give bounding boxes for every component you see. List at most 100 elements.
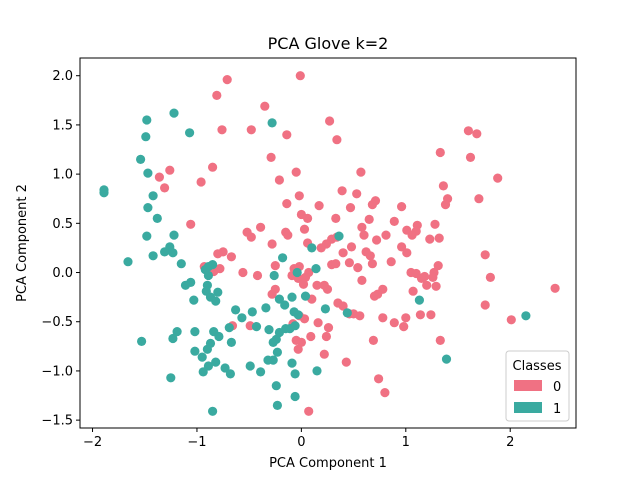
point-class-1-86	[287, 358, 297, 368]
y-tick-label: 2.0	[52, 69, 73, 84]
x-axis-ticks: −2 −1 0 1 2	[83, 428, 514, 450]
point-class-0-23	[438, 181, 448, 191]
y-axis-label: PCA Component 2	[15, 184, 30, 302]
point-class-1-81	[208, 406, 218, 416]
point-class-0-26	[294, 191, 304, 201]
point-class-0-56	[381, 230, 391, 240]
point-class-1-56	[264, 325, 274, 335]
point-class-1-75	[172, 327, 182, 337]
point-class-0-63	[213, 249, 223, 259]
point-class-1-90	[521, 311, 531, 321]
point-class-1-26	[180, 280, 191, 290]
point-class-1-13	[169, 230, 179, 240]
point-class-0-22	[160, 183, 170, 193]
point-class-0-18	[493, 173, 503, 183]
point-class-0-21	[274, 175, 284, 185]
point-class-0-40	[364, 214, 374, 224]
point-class-1-66	[269, 270, 279, 281]
point-class-1-60	[290, 321, 300, 331]
point-class-0-47	[430, 219, 440, 229]
point-class-0-68	[338, 248, 348, 258]
point-class-0-79	[270, 261, 280, 271]
point-class-0-55	[372, 235, 382, 245]
point-class-0-101	[357, 275, 367, 285]
point-class-0-136	[321, 331, 331, 342]
point-class-1-45	[211, 357, 221, 367]
point-class-0-50	[283, 230, 293, 240]
point-class-1-71	[311, 264, 321, 274]
point-class-0-70	[365, 251, 375, 261]
point-class-0-130	[323, 323, 334, 333]
point-class-1-36	[251, 322, 262, 332]
point-class-0-99	[298, 279, 309, 289]
point-class-0-14	[165, 165, 175, 175]
point-class-0-143	[380, 388, 390, 398]
point-class-1-0	[142, 115, 152, 125]
point-class-1-87	[312, 366, 322, 376]
point-class-0-132	[399, 322, 409, 332]
point-class-1-11	[152, 213, 162, 223]
point-class-0-12	[266, 152, 276, 162]
point-class-0-49	[246, 232, 256, 242]
point-class-0-98	[300, 272, 311, 282]
legend-swatch-class-0	[514, 380, 542, 391]
point-class-0-71	[397, 242, 407, 252]
point-class-0-45	[357, 222, 367, 232]
point-class-0-88	[386, 257, 396, 267]
y-tick-label: 1.0	[52, 168, 73, 183]
point-class-1-79	[190, 346, 200, 356]
point-class-1-30	[211, 296, 221, 306]
point-class-0-7	[282, 130, 292, 140]
point-class-0-129	[313, 318, 323, 328]
point-class-0-41	[389, 216, 399, 226]
point-class-0-17	[356, 167, 366, 177]
x-tick-label: −1	[187, 435, 206, 450]
point-class-1-34	[247, 307, 257, 317]
point-class-1-63	[287, 292, 297, 302]
point-class-0-44	[299, 224, 310, 234]
point-class-1-8	[99, 188, 109, 198]
point-class-0-11	[435, 147, 445, 158]
point-class-0-139	[293, 344, 303, 354]
point-class-0-29	[474, 194, 484, 204]
point-class-0-78	[238, 267, 248, 278]
point-class-0-141	[341, 357, 351, 367]
point-class-1-49	[245, 361, 255, 371]
point-class-0-115	[369, 291, 380, 301]
point-class-0-36	[186, 219, 196, 229]
point-class-0-131	[389, 318, 399, 328]
point-class-1-4	[185, 128, 195, 138]
point-class-0-119	[378, 313, 388, 323]
legend-title: Classes	[513, 359, 562, 374]
point-class-1-40	[226, 337, 236, 347]
point-class-0-100	[312, 280, 322, 290]
point-class-0-9	[463, 126, 473, 136]
point-class-0-137	[368, 335, 378, 345]
point-class-0-60	[434, 233, 444, 243]
point-class-1-12	[142, 231, 152, 241]
point-class-1-68	[292, 267, 302, 278]
y-axis-ticks: −1.5 −1.0 −0.5 0.0 0.5 1.0 1.5 2.0	[41, 69, 80, 429]
point-class-0-134	[296, 337, 306, 347]
plot-frame	[79, 57, 577, 429]
point-class-1-37	[224, 323, 234, 333]
point-class-0-87	[367, 259, 377, 269]
point-class-1-50	[256, 367, 266, 377]
point-class-0-112	[408, 286, 418, 296]
point-class-1-67	[278, 253, 288, 263]
y-tick-label: −1.5	[41, 414, 73, 429]
point-class-1-39	[214, 331, 224, 342]
point-class-0-5	[217, 125, 227, 135]
point-class-0-35	[440, 200, 451, 210]
y-tick-label: −0.5	[41, 315, 73, 330]
point-class-0-107	[267, 289, 277, 299]
point-class-0-51	[267, 239, 277, 249]
point-class-1-62	[300, 291, 311, 301]
point-class-1-74	[342, 308, 352, 318]
point-class-1-47	[225, 369, 235, 379]
point-class-1-70	[334, 231, 344, 241]
point-class-0-38	[303, 213, 313, 223]
point-class-0-72	[402, 248, 412, 258]
point-class-0-85	[353, 263, 363, 273]
